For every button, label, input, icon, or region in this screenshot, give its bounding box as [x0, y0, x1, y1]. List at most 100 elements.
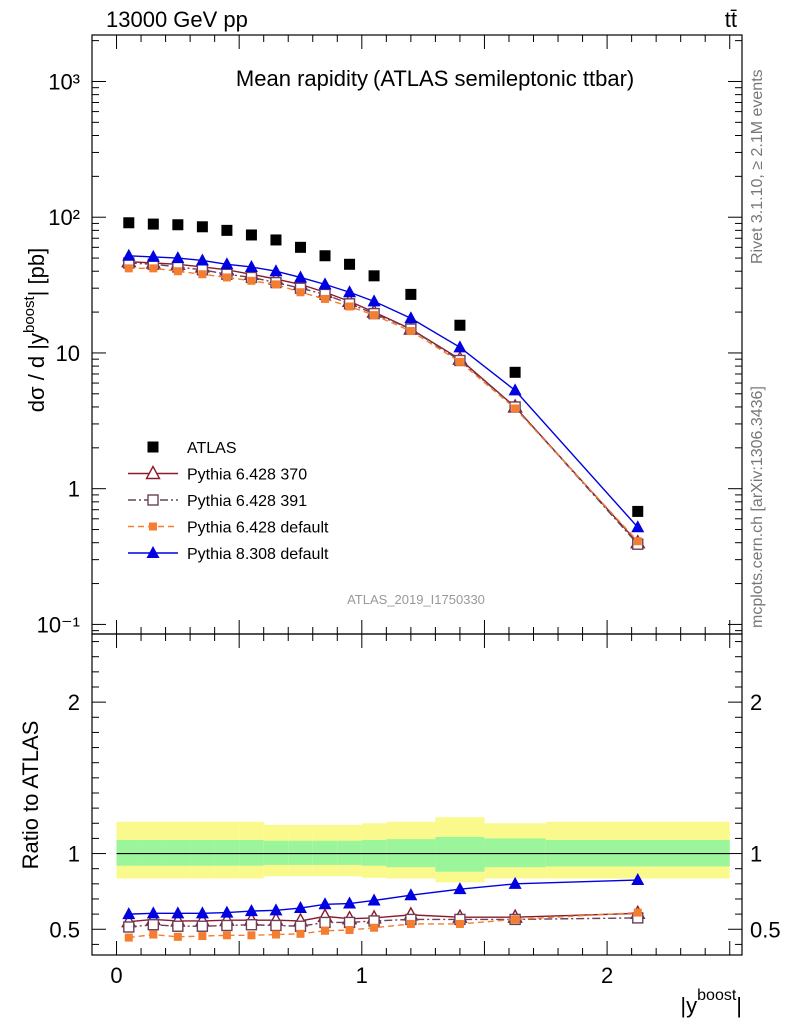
y-tick-label: 10 [56, 341, 80, 366]
data-point [124, 933, 133, 942]
data-point [508, 876, 522, 889]
legend-item: Pythia 8.308 default [128, 546, 329, 563]
data-point [633, 537, 642, 546]
data-point [345, 302, 354, 311]
data-point [632, 505, 644, 517]
x-axis-label-suffix: | [736, 993, 742, 1018]
y-tick-label-right: 0.5 [750, 917, 781, 942]
data-point [293, 901, 307, 914]
series-pythia-6-428-default [124, 264, 642, 546]
data-point [171, 906, 185, 919]
y-tick-label: 2 [68, 690, 80, 715]
data-point [173, 267, 182, 276]
main-y-axis-label-main: dσ / d |y [24, 333, 49, 412]
data-point [293, 270, 307, 283]
analysis-reference: ATLAS_2019_I1750330 [347, 592, 485, 607]
data-point [406, 919, 415, 928]
data-point [370, 923, 379, 932]
data-point [123, 921, 135, 933]
legend-marker [146, 546, 160, 558]
inner-band [190, 839, 215, 866]
data-point [343, 285, 357, 298]
ratio-panel: 0.5 0.5 1 1 2 2 0 1 2 Ratio to ATLAS |yboost| [18, 633, 781, 1018]
ratio-plot-area [91, 633, 743, 956]
ratio-y-tick-labels: 0.5 0.5 1 1 2 2 [49, 690, 780, 942]
data-point [146, 906, 160, 919]
ratio-series-pythia-6-428-default [124, 908, 642, 942]
data-point [319, 916, 331, 929]
data-point [269, 903, 283, 916]
inner-band [116, 839, 142, 866]
data-point [247, 931, 256, 940]
legend-item: ATLAS [147, 440, 237, 457]
legend-item: Pythia 6.428 370 [128, 465, 307, 484]
x-tick-label: 0 [110, 963, 122, 988]
data-point [122, 907, 136, 920]
data-point [271, 930, 280, 939]
ratio-x-ticks [116, 634, 731, 955]
data-point [631, 520, 645, 533]
data-point [271, 280, 280, 289]
inner-band [165, 839, 191, 866]
process-label: tt̄ [725, 7, 737, 32]
main-y-tick-labels: 10⁻¹ 1 10 10² 10³ [37, 69, 80, 637]
data-point [198, 270, 207, 279]
data-point [220, 905, 234, 918]
rivet-label: Rivet 3.1.10, ≥ 2.1M events [749, 69, 766, 264]
data-point [511, 404, 520, 413]
inner-band [239, 839, 264, 866]
legend-marker [147, 441, 159, 453]
data-point [319, 250, 331, 262]
data-point [404, 888, 418, 901]
data-point [343, 916, 356, 929]
ratio-series-pythia-8-308-default [122, 873, 645, 920]
data-point [367, 893, 381, 906]
ratio-y-axis-label: Ratio to ATLAS [18, 721, 43, 870]
inner-band [312, 840, 338, 865]
x-axis-label: |yboost| [680, 987, 742, 1018]
ratio-frame [91, 633, 743, 956]
y-tick-label: 1 [68, 842, 80, 867]
uncertainty-bands [116, 817, 730, 883]
data-point [404, 311, 418, 324]
data-point [196, 221, 208, 233]
y-tick-label: 10² [48, 205, 80, 230]
data-point [270, 919, 282, 932]
ratio-y-ticks [92, 641, 742, 945]
inner-band [214, 839, 240, 866]
data-point [321, 294, 330, 303]
x-axis-label-sup: boost [697, 987, 737, 1004]
data-point [294, 920, 307, 932]
data-point [244, 259, 258, 272]
x-tick-label: 1 [356, 963, 368, 988]
legend-item: Pythia 6.428 391 [128, 493, 307, 510]
ratio-series [121, 873, 646, 942]
data-point [123, 217, 135, 229]
data-point [245, 919, 258, 931]
data-point [171, 251, 185, 264]
y-tick-label: 0.5 [49, 917, 80, 942]
series-atlas [123, 217, 644, 517]
x-tick-label: 2 [601, 963, 613, 988]
data-point [149, 930, 158, 939]
chart-subtitle: (ATLAS semileptonic ttbar) [373, 66, 634, 91]
main-x-ticks [116, 35, 731, 634]
data-point [172, 920, 184, 932]
chart-title: Mean rapidity [236, 66, 368, 91]
inner-band [337, 840, 362, 865]
data-point [147, 218, 159, 230]
data-point [222, 273, 231, 282]
data-point [508, 383, 522, 396]
inner-band [288, 840, 313, 865]
data-point [453, 882, 467, 895]
y-tick-label: 10³ [48, 69, 80, 94]
legend-label: Pythia 8.308 default [187, 546, 329, 563]
data-point [195, 253, 209, 266]
data-point [318, 897, 332, 910]
data-point [270, 234, 282, 246]
data-point [321, 926, 330, 935]
inner-band [435, 836, 485, 872]
legend-item: Pythia 6.428 default [128, 520, 329, 537]
data-point [247, 276, 256, 285]
